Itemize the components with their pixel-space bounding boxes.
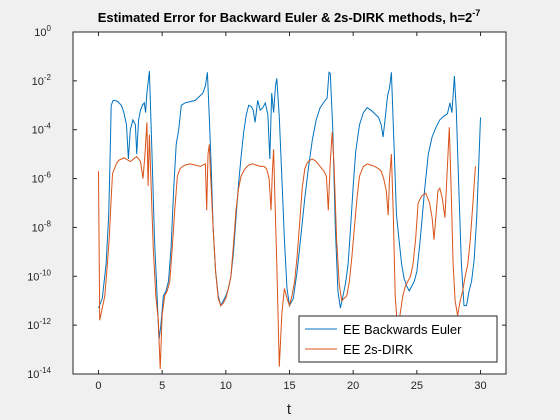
y-tick-label: 10-10	[27, 268, 51, 283]
y-tick-label: 10-2	[32, 73, 52, 88]
x-axis-label: t	[287, 401, 292, 418]
chart-title: Estimated Error for Backward Euler & 2s-…	[98, 8, 481, 25]
legend-label-1: EE Backwards Euler	[343, 322, 462, 337]
x-tick-label: 25	[411, 380, 423, 392]
x-tick-label: 5	[159, 380, 165, 392]
y-tick-label: 10-8	[32, 219, 52, 234]
y-tick-label: 10-6	[32, 171, 52, 186]
legend-box	[298, 315, 498, 363]
y-tick-label: 100	[34, 24, 51, 39]
y-tick-label: 10-4	[32, 122, 52, 137]
series-line-2	[98, 122, 476, 370]
y-tick-label: 10-12	[27, 317, 51, 332]
x-tick-label: 30	[474, 380, 486, 392]
x-tick-label: 0	[95, 380, 101, 392]
series-line-1	[98, 71, 481, 340]
legend: EE Backwards Euler EE 2s-DIRK	[298, 315, 498, 363]
chart-title-superscript: -7	[472, 8, 480, 18]
x-tick-label: 10	[220, 380, 232, 392]
chart-title-text: Estimated Error for Backward Euler & 2s-…	[98, 10, 473, 25]
x-tick-label: 15	[283, 380, 295, 392]
x-tick-label: 20	[347, 380, 359, 392]
y-tick-label: 10-14	[27, 366, 51, 381]
legend-label-2: EE 2s-DIRK	[343, 342, 413, 357]
